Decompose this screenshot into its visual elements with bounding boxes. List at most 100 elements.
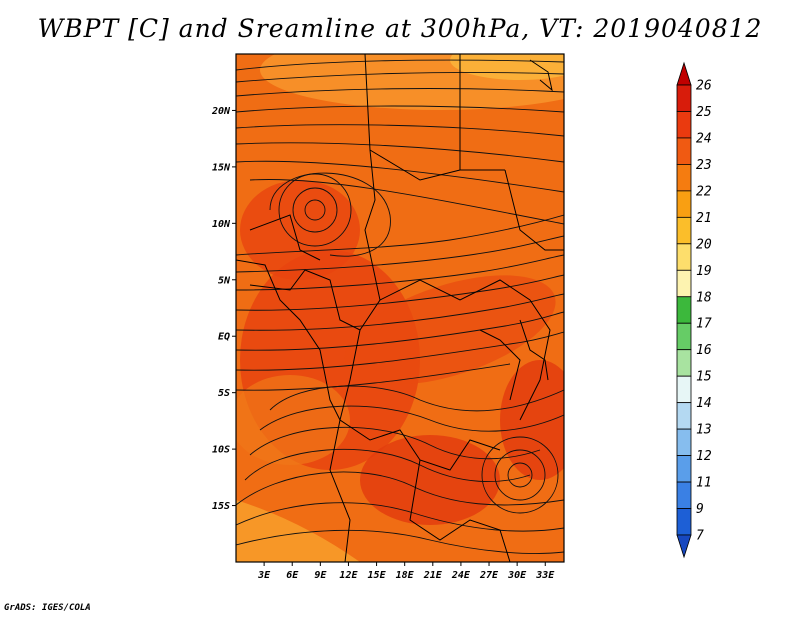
x-tick-label: 30E [507, 570, 527, 581]
streamline [269, 172, 391, 257]
x-axis: 3E 6E 9E 12E 15E 18E 21E 24E 27E 30E 33E [257, 562, 555, 581]
colorbar-swatch [676, 402, 692, 430]
colorbar-label: 13 [696, 423, 712, 438]
colorbar-label: 18 [696, 290, 712, 305]
streamline [236, 311, 564, 351]
border-line [479, 329, 521, 401]
colorbar-swatch [676, 243, 692, 271]
colorbar-bottom-arrow [676, 534, 692, 559]
colorbar-label: 20 [696, 237, 712, 252]
colorbar-label: 19 [696, 264, 712, 279]
colorbar-swatch [676, 111, 692, 139]
colorbar-label: 23 [696, 158, 712, 173]
vortex-ring [494, 449, 546, 501]
x-tick-label: 9E [314, 570, 327, 581]
y-tick-label: 20N [211, 106, 231, 117]
x-tick-label: 27E [479, 570, 499, 581]
y-tick-label: 10N [212, 219, 231, 230]
y-tick-label: 5N [218, 275, 231, 286]
colorbar-label: 17 [696, 317, 712, 332]
colorbar-swatch [676, 455, 692, 483]
streamline [236, 214, 564, 256]
coastline [529, 59, 553, 92]
field-region-south-24 [360, 435, 500, 525]
vortex-ring [481, 436, 559, 514]
x-tick-label: 15E [368, 570, 387, 581]
y-tick-label: 15N [212, 162, 231, 173]
field-region-southwest-22 [236, 500, 360, 562]
colorbar-label: 15 [696, 370, 712, 385]
colorbar-swatch [676, 190, 692, 218]
colorbar-label: 25 [696, 105, 712, 120]
colorbar-swatch [676, 349, 692, 377]
colorbar-swatch [676, 375, 692, 404]
colorbar-label: 21 [696, 211, 712, 226]
streamline [236, 59, 564, 71]
streamline [236, 124, 564, 137]
country-borders [236, 54, 564, 562]
border-line [504, 169, 564, 251]
streamline [236, 71, 564, 83]
vortex-ring [292, 187, 338, 233]
colorbar-swatch [676, 216, 692, 245]
streamline [249, 426, 541, 460]
x-tick-label: 3E [257, 570, 271, 581]
streamline [236, 293, 564, 331]
y-tick-label: 10S [212, 445, 230, 456]
chart-title: WBPT [C] and Sreamline at 300hPa, VT: 20… [37, 14, 763, 43]
streamline [236, 88, 564, 97]
y-tick-label: 15S [212, 501, 230, 512]
colorbar-swatch [676, 428, 692, 456]
colorbar-label: 7 [696, 529, 704, 544]
border-line [249, 214, 321, 261]
colorbar-swatch [676, 508, 692, 536]
border-line [339, 329, 501, 471]
y-tick-label: EQ [218, 332, 230, 343]
x-tick-label: 12E [339, 570, 358, 581]
colorbar-label: 26 [696, 79, 712, 94]
coastline [236, 259, 341, 421]
x-tick-label: 24E [451, 570, 471, 581]
colorbar-label: 22 [696, 184, 712, 199]
y-tick-label: 5S [218, 388, 230, 399]
colorbar-label: 14 [696, 396, 712, 411]
colorbar-top-arrow [676, 61, 692, 86]
y-axis: 20N 15N 10N 5N EQ 5S 10S 15S [211, 106, 236, 512]
x-tick-label: 18E [396, 570, 415, 581]
colorbar-swatch [676, 322, 692, 351]
field-region-equator-24 [344, 275, 556, 385]
colorbar-swatch [676, 164, 692, 192]
colorbar: 26 25 24 23 22 21 20 19 18 17 16 15 14 13 12 11 9 7 [676, 61, 712, 559]
border-line [369, 149, 461, 181]
streamline [249, 179, 564, 225]
colorbar-label: 12 [696, 449, 712, 464]
streamline [236, 471, 564, 506]
colorbar-label: 16 [696, 343, 712, 358]
streamlines [236, 59, 564, 554]
wbpt-field [236, 54, 564, 562]
colorbar-swatch [676, 296, 692, 324]
streamline [236, 529, 564, 554]
x-tick-label: 21E [423, 570, 443, 581]
border-line [379, 279, 551, 421]
colorbar-swatch [676, 269, 692, 298]
colorbar-swatch [676, 481, 692, 509]
streamline [236, 160, 564, 193]
colorbar-swatch [676, 84, 692, 112]
border-line [409, 459, 511, 562]
streamline [236, 331, 564, 371]
footer-credit: GrADS: IGES/COLA [4, 603, 91, 613]
field-region-west-africa-24 [240, 180, 360, 280]
colorbar-label: 24 [696, 131, 712, 146]
vortex-ring [278, 173, 352, 247]
streamline [236, 363, 511, 391]
streamline [259, 405, 564, 432]
streamline [236, 235, 564, 273]
streamline [269, 385, 564, 412]
coastline [519, 319, 549, 381]
colorbar-label: 11 [696, 476, 712, 491]
x-tick-label: 6E [286, 570, 299, 581]
colorbar-label: 9 [696, 502, 704, 517]
streamline [236, 105, 564, 113]
